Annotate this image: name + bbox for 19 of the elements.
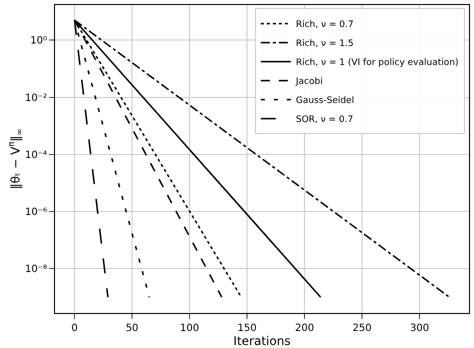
y-tick-label: 10⁻² <box>24 92 47 104</box>
x-tick-label: 200 <box>295 323 314 334</box>
y-tick-label: 10⁰ <box>30 36 47 47</box>
legend-label: Rich, ν = 0.7 <box>296 20 354 30</box>
y-tick-label: 10⁻⁸ <box>24 264 47 276</box>
x-tick-label: 100 <box>180 323 200 334</box>
y-tick-label: 10⁻⁴ <box>24 150 47 161</box>
x-tick-label: 150 <box>238 323 257 334</box>
x-axis-title: Iterations <box>233 334 291 348</box>
x-tick-label: 250 <box>352 323 372 334</box>
x-tick-label: 300 <box>410 323 430 334</box>
y-tick-label: 10⁻⁶ <box>24 207 47 218</box>
legend-label: Rich, ν = 1 (VI for policy evaluation) <box>296 58 458 68</box>
legend-label: Jacobi <box>294 77 323 88</box>
legend-label: Gauss-Seidel <box>296 96 354 106</box>
x-tick-label: 50 <box>126 323 138 334</box>
x-tick-label: 0 <box>71 323 78 334</box>
legend-label: Rich, ν = 1.5 <box>296 39 354 50</box>
legend-label: SOR, ν = 0.7 <box>296 115 354 126</box>
